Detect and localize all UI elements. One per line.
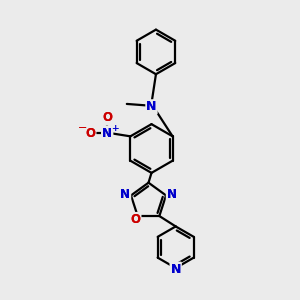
Text: O: O <box>85 127 95 140</box>
Text: N: N <box>120 188 130 201</box>
Text: N: N <box>167 188 177 201</box>
Text: N: N <box>167 188 177 201</box>
Text: N: N <box>120 188 130 201</box>
Text: +: + <box>111 124 118 133</box>
Text: N: N <box>102 127 112 140</box>
Text: N: N <box>146 100 157 113</box>
Text: N: N <box>170 263 181 276</box>
Text: N: N <box>146 100 157 113</box>
Text: N: N <box>170 263 181 276</box>
Text: −: − <box>78 123 88 133</box>
Text: O: O <box>102 111 112 124</box>
Text: O: O <box>85 127 95 140</box>
Text: N: N <box>167 188 177 201</box>
Text: N: N <box>102 127 112 140</box>
Text: −: − <box>78 123 88 133</box>
Text: N: N <box>102 127 112 140</box>
Text: N: N <box>171 263 181 276</box>
Text: O: O <box>102 111 112 124</box>
Text: O: O <box>130 213 140 226</box>
Text: N: N <box>146 100 157 113</box>
Text: O: O <box>102 111 112 124</box>
Text: O: O <box>130 213 140 226</box>
Text: N: N <box>120 188 130 201</box>
Text: O: O <box>85 127 95 140</box>
Text: +: + <box>111 124 118 133</box>
Text: O: O <box>130 213 140 226</box>
